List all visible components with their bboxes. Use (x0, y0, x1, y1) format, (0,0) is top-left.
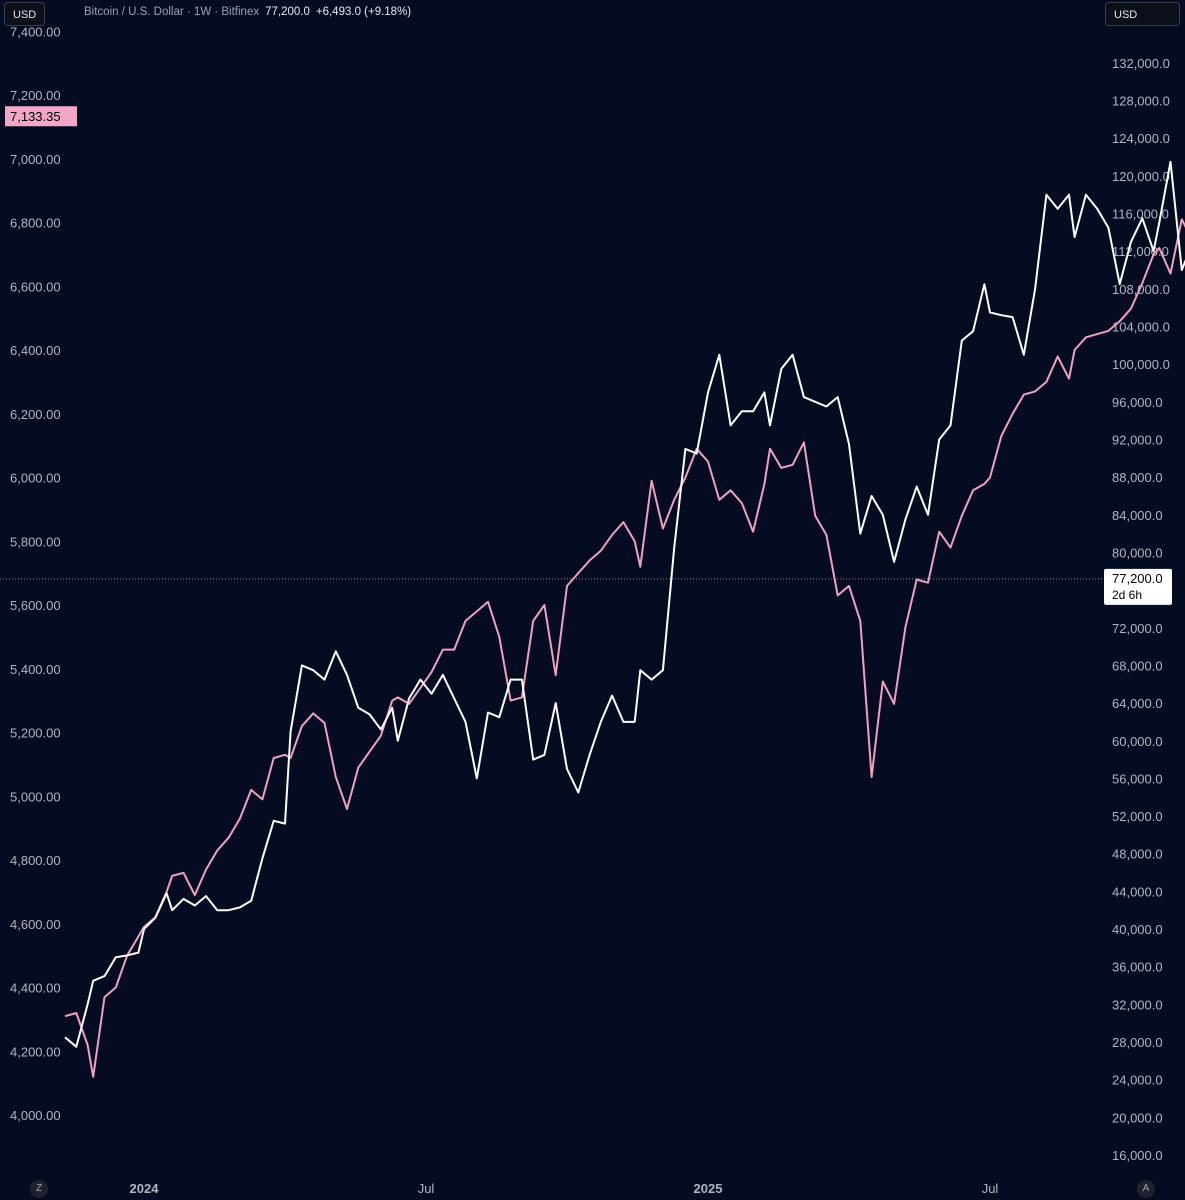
right-tick-label: 120,000.0 (1112, 169, 1170, 184)
last-value: 77,200.0 (265, 6, 310, 18)
left-tick-label: 4,000.00 (10, 1108, 61, 1123)
right-tick-label: 84,000.0 (1112, 508, 1163, 523)
right-tick-label: 92,000.0 (1112, 432, 1163, 447)
x-tick-label: 2025 (694, 1181, 723, 1196)
series-line-white (64, 160, 1185, 1048)
right-tick-label: 108,000.0 (1112, 282, 1170, 297)
left-tick-label: 6,000.00 (10, 471, 61, 486)
series-line-pink (64, 218, 1185, 1078)
price-change: +6,493.0 (+9.18%) (315, 6, 412, 18)
x-tick-label: Jul (418, 1181, 435, 1196)
left-price-badge-label: 7,133.35 (10, 109, 61, 124)
right-axis: 132,000.0 128,000.0 124,000.0 120,000.0 116,… (1112, 56, 1170, 1163)
left-currency-button[interactable]: USD (4, 2, 46, 26)
left-tick-label: 5,200.00 (10, 726, 61, 741)
right-tick-label: 32,000.0 (1112, 997, 1163, 1012)
left-tick-label: 6,200.00 (10, 407, 61, 422)
right-tick-label: 60,000.0 (1112, 734, 1163, 749)
right-tick-label: 80,000.0 (1112, 545, 1163, 560)
left-tick-label: 4,200.00 (10, 1044, 61, 1059)
right-tick-label: 64,000.0 (1112, 696, 1163, 711)
right-tick-label: 48,000.0 (1112, 847, 1163, 862)
symbol-legend: Bitcoin / U.S. Dollar · 1W · Bitfinex 77,… (84, 6, 411, 18)
left-tick-label: 5,400.00 (10, 662, 61, 677)
right-tick-label: 40,000.0 (1112, 922, 1163, 937)
zoom-reset-button[interactable]: Z (30, 1180, 48, 1198)
right-tick-label: 16,000.0 (1112, 1148, 1163, 1163)
right-tick-label: 56,000.0 (1112, 771, 1163, 786)
left-tick-label: 7,000.00 (10, 152, 61, 167)
left-tick-label: 7,400.00 (10, 24, 61, 39)
left-tick-label: 6,400.00 (10, 343, 61, 358)
right-tick-label: 68,000.0 (1112, 658, 1163, 673)
left-tick-label: 6,600.00 (10, 279, 61, 294)
right-tick-label: 44,000.0 (1112, 884, 1163, 899)
right-tick-label: 88,000.0 (1112, 470, 1163, 485)
right-tick-label: 96,000.0 (1112, 395, 1163, 410)
left-tick-label: 4,400.00 (10, 981, 61, 996)
auto-scale-button[interactable]: A (1137, 1180, 1155, 1198)
left-price-badge (5, 106, 77, 127)
price-label-value: 77,200.0 (1112, 571, 1163, 586)
right-tick-label: 28,000.0 (1112, 1035, 1163, 1050)
right-tick-label: 20,000.0 (1112, 1110, 1163, 1125)
right-tick-label: 132,000.0 (1112, 56, 1170, 71)
right-tick-label: 100,000.0 (1112, 357, 1170, 372)
right-tick-label: 104,000.0 (1112, 320, 1170, 335)
right-tick-label: 124,000.0 (1112, 131, 1170, 146)
right-tick-label: 36,000.0 (1112, 960, 1163, 975)
x-tick-label: 2024 (130, 1181, 160, 1196)
right-tick-label: 52,000.0 (1112, 809, 1163, 824)
countdown-label: 2d 6h (1112, 588, 1142, 602)
right-currency-button[interactable]: USD (1105, 2, 1180, 26)
left-tick-label: 5,600.00 (10, 598, 61, 613)
price-label-box (1104, 568, 1172, 605)
left-tick-label: 6,800.00 (10, 216, 61, 231)
x-tick-label: Jul (982, 1181, 999, 1196)
symbol-title: Bitcoin / U.S. Dollar · 1W · Bitfinex (84, 6, 260, 18)
right-tick-label: 116,000.0 (1112, 207, 1169, 222)
left-tick-label: 4,800.00 (10, 853, 61, 868)
left-tick-label: 7,200.00 (10, 88, 61, 103)
left-tick-label: 4,600.00 (10, 917, 61, 932)
left-tick-label: 5,000.00 (10, 789, 61, 804)
left-tick-label: 5,800.00 (10, 534, 61, 549)
right-tick-label: 24,000.0 (1112, 1073, 1163, 1088)
left-axis: 7,400.00 7,200.00 7,000.00 6,800.00 6,600.00… (10, 24, 61, 1123)
right-tick-label: 128,000.0 (1112, 94, 1170, 109)
right-tick-label: 72,000.0 (1112, 621, 1163, 636)
x-axis: 2024Jul2025Jul2026Jul2027 (130, 1181, 999, 1196)
